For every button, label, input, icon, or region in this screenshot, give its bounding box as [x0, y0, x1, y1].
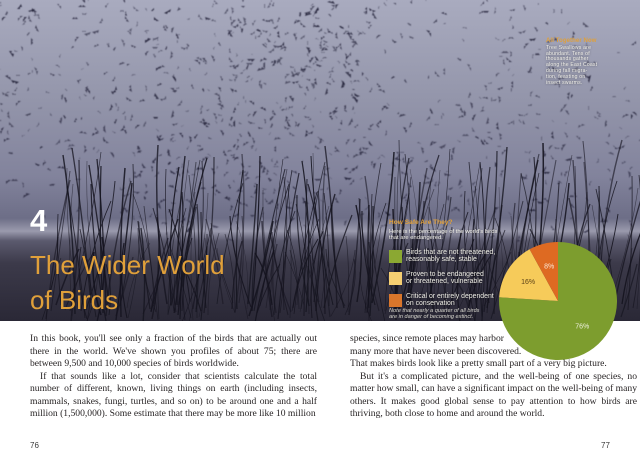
svg-text:8%: 8% — [544, 264, 554, 271]
svg-text:76%: 76% — [575, 324, 589, 331]
svg-text:16%: 16% — [521, 279, 535, 286]
